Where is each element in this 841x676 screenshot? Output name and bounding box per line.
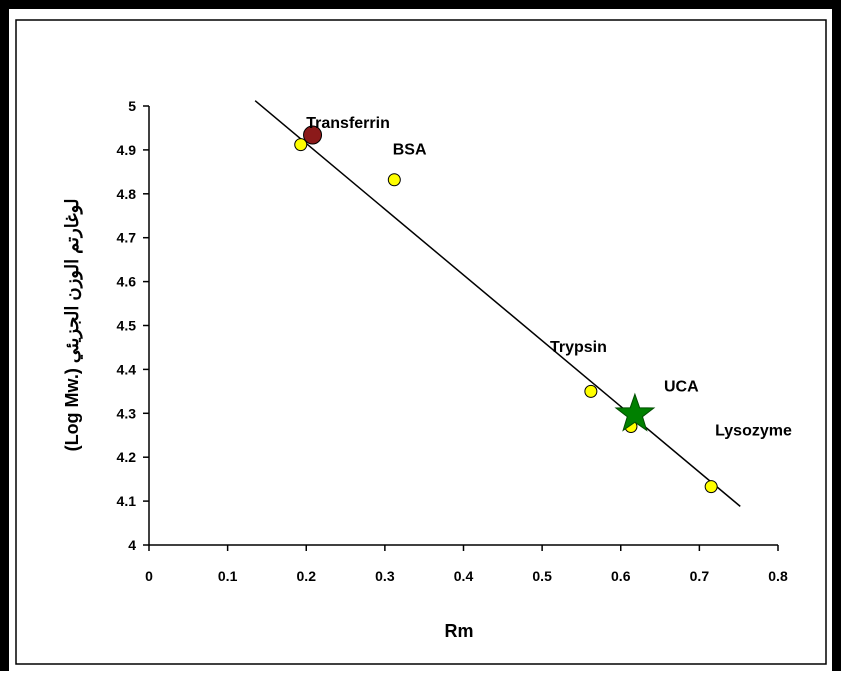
y-tick-label: 4.1 <box>117 493 137 509</box>
data-label: BSA <box>393 141 427 158</box>
x-tick-label: 0.4 <box>454 568 474 584</box>
tick-labels: 0 0.1 0.2 0.3 0.4 0.5 0.6 0.7 0.8 4 4.1 4.2 4.3 4.4 4.… <box>117 98 788 584</box>
data-point <box>584 384 598 398</box>
x-tick-label: 0.1 <box>218 568 238 584</box>
highlight-point <box>303 125 323 145</box>
data-label: UCA <box>664 378 699 395</box>
frame-right <box>832 0 841 671</box>
y-tick-label: 4.8 <box>117 186 137 202</box>
data-point <box>294 138 308 152</box>
x-tick-label: 0.7 <box>690 568 710 584</box>
y-tick-label: 5 <box>128 98 136 114</box>
trendline <box>254 100 741 507</box>
data-label: Transferrin <box>306 115 390 132</box>
chart-border <box>15 19 827 665</box>
data-point <box>704 480 718 494</box>
y-tick-label: 4 <box>128 537 136 553</box>
y-axis-label: (Log Mw.) لوغارتم الوزن الجزيئي <box>62 199 83 452</box>
frame-left <box>0 0 9 671</box>
x-tick-label: 0 <box>145 568 153 584</box>
y-tick-label: 4.2 <box>117 449 137 465</box>
x-axis-label: Rm <box>444 621 473 641</box>
y-tick-label: 4.5 <box>117 318 137 334</box>
frame-top <box>0 0 841 9</box>
x-tick-label: 0.3 <box>375 568 395 584</box>
y-tick-label: 4.4 <box>117 361 137 377</box>
x-tick-label: 0.5 <box>532 568 552 584</box>
y-tick-label: 4.9 <box>117 142 137 158</box>
data-label: Lysozyme <box>715 422 792 439</box>
data-label: Trypsin <box>550 339 607 356</box>
star-point <box>614 392 656 432</box>
y-tick-label: 4.3 <box>117 405 137 421</box>
x-tick-label: 0.6 <box>611 568 631 584</box>
axes <box>143 105 779 551</box>
data-point <box>387 173 401 187</box>
y-tick-label: 4.6 <box>117 274 137 290</box>
x-tick-label: 0.8 <box>768 568 788 584</box>
x-tick-label: 0.2 <box>297 568 317 584</box>
data-points <box>294 125 718 494</box>
y-tick-label: 4.7 <box>117 230 137 246</box>
